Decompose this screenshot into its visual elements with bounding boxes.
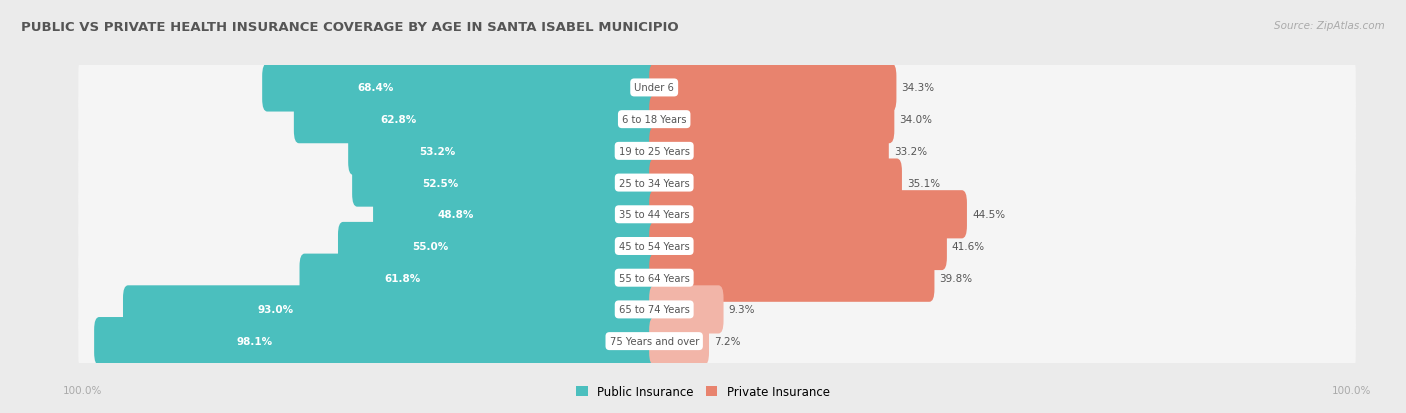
- FancyBboxPatch shape: [352, 159, 659, 207]
- Text: 68.4%: 68.4%: [357, 83, 394, 93]
- Text: 98.1%: 98.1%: [236, 336, 273, 346]
- Text: 25 to 34 Years: 25 to 34 Years: [619, 178, 689, 188]
- Text: 61.8%: 61.8%: [384, 273, 420, 283]
- Text: 9.3%: 9.3%: [728, 305, 755, 315]
- Text: 33.2%: 33.2%: [894, 147, 927, 157]
- FancyBboxPatch shape: [122, 286, 659, 334]
- Text: 39.8%: 39.8%: [939, 273, 973, 283]
- FancyBboxPatch shape: [94, 317, 659, 366]
- FancyBboxPatch shape: [650, 222, 946, 271]
- Text: 52.5%: 52.5%: [422, 178, 458, 188]
- FancyBboxPatch shape: [650, 286, 724, 334]
- FancyBboxPatch shape: [349, 128, 659, 176]
- Text: 65 to 74 Years: 65 to 74 Years: [619, 305, 689, 315]
- Text: 55.0%: 55.0%: [412, 242, 449, 252]
- FancyBboxPatch shape: [299, 254, 659, 302]
- Text: 41.6%: 41.6%: [952, 242, 986, 252]
- Text: 34.0%: 34.0%: [900, 115, 932, 125]
- Text: 7.2%: 7.2%: [714, 336, 741, 346]
- Text: 100.0%: 100.0%: [63, 385, 103, 395]
- FancyBboxPatch shape: [337, 222, 659, 271]
- Text: 34.3%: 34.3%: [901, 83, 935, 93]
- FancyBboxPatch shape: [79, 112, 1355, 191]
- FancyBboxPatch shape: [294, 96, 659, 144]
- FancyBboxPatch shape: [79, 144, 1355, 222]
- FancyBboxPatch shape: [79, 49, 1355, 128]
- FancyBboxPatch shape: [650, 128, 889, 176]
- FancyBboxPatch shape: [79, 81, 1355, 159]
- Text: 93.0%: 93.0%: [257, 305, 294, 315]
- Text: PUBLIC VS PRIVATE HEALTH INSURANCE COVERAGE BY AGE IN SANTA ISABEL MUNICIPIO: PUBLIC VS PRIVATE HEALTH INSURANCE COVER…: [21, 21, 679, 33]
- Text: 100.0%: 100.0%: [1331, 385, 1371, 395]
- FancyBboxPatch shape: [650, 96, 894, 144]
- FancyBboxPatch shape: [650, 254, 935, 302]
- Legend: Public Insurance, Private Insurance: Public Insurance, Private Insurance: [571, 381, 835, 403]
- FancyBboxPatch shape: [262, 64, 659, 112]
- Text: 35.1%: 35.1%: [907, 178, 941, 188]
- Text: 6 to 18 Years: 6 to 18 Years: [621, 115, 686, 125]
- FancyBboxPatch shape: [79, 271, 1355, 349]
- FancyBboxPatch shape: [373, 191, 659, 239]
- Text: Under 6: Under 6: [634, 83, 673, 93]
- Text: 35 to 44 Years: 35 to 44 Years: [619, 210, 689, 220]
- Text: 55 to 64 Years: 55 to 64 Years: [619, 273, 689, 283]
- Text: Source: ZipAtlas.com: Source: ZipAtlas.com: [1274, 21, 1385, 31]
- FancyBboxPatch shape: [650, 191, 967, 239]
- Text: 62.8%: 62.8%: [380, 115, 416, 125]
- FancyBboxPatch shape: [79, 239, 1355, 317]
- FancyBboxPatch shape: [650, 317, 709, 366]
- Text: 53.2%: 53.2%: [419, 147, 456, 157]
- FancyBboxPatch shape: [79, 207, 1355, 286]
- FancyBboxPatch shape: [650, 64, 897, 112]
- FancyBboxPatch shape: [650, 159, 901, 207]
- Text: 19 to 25 Years: 19 to 25 Years: [619, 147, 690, 157]
- Text: 45 to 54 Years: 45 to 54 Years: [619, 242, 689, 252]
- FancyBboxPatch shape: [79, 176, 1355, 254]
- Text: 48.8%: 48.8%: [437, 210, 474, 220]
- FancyBboxPatch shape: [79, 302, 1355, 380]
- Text: 44.5%: 44.5%: [972, 210, 1005, 220]
- Text: 75 Years and over: 75 Years and over: [610, 336, 699, 346]
